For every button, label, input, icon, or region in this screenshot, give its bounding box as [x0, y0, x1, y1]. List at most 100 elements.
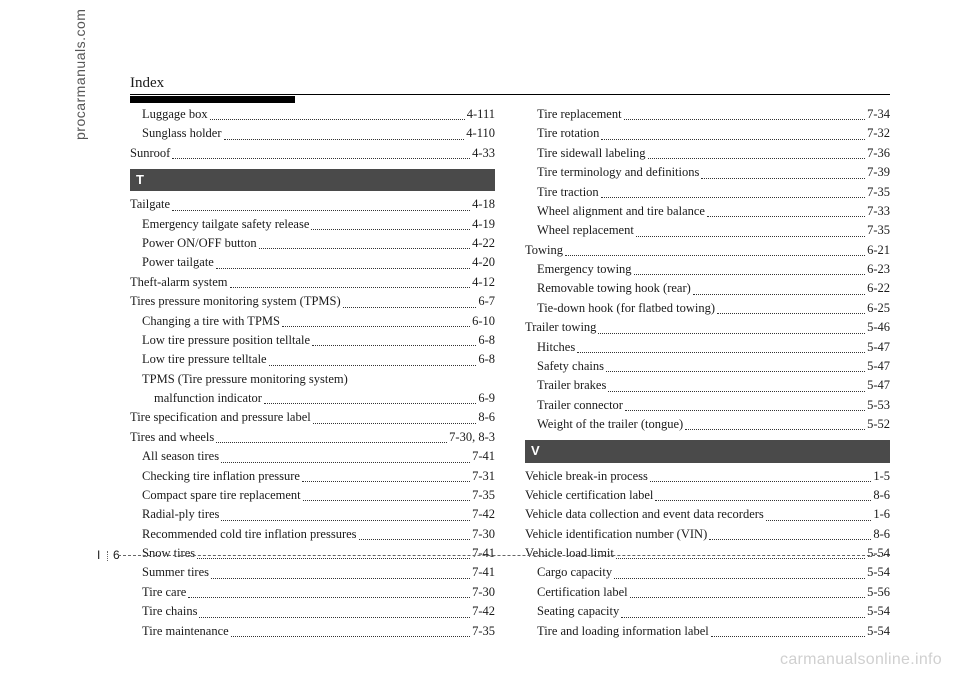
index-entry-page: 7-35: [472, 486, 495, 505]
index-entry-page: 7-36: [867, 144, 890, 163]
leader-dots: [221, 447, 470, 462]
leader-dots: [655, 486, 871, 501]
leader-dots: [601, 124, 865, 139]
leader-dots: [221, 505, 470, 520]
page-number-prefix: I: [97, 548, 101, 562]
index-entry-page: 7-32: [867, 124, 890, 143]
header-title: Index: [130, 75, 890, 92]
index-entry-page: 5-54: [867, 622, 890, 641]
index-entry: Tire rotation7-32: [525, 124, 890, 143]
index-entry-page: 5-54: [867, 563, 890, 582]
leader-dots: [230, 273, 471, 288]
leader-dots: [216, 428, 447, 443]
index-entry: Tire chains7-42: [130, 602, 495, 621]
leader-dots: [709, 525, 871, 540]
index-entry: Checking tire inflation pressure7-31: [130, 467, 495, 486]
index-entry-text: Removable towing hook (rear): [537, 279, 691, 298]
leader-dots: [711, 622, 865, 637]
index-entry-page: 7-41: [472, 563, 495, 582]
index-entry-text: Tire care: [142, 583, 186, 602]
index-entry-text: Summer tires: [142, 563, 209, 582]
leader-dots: [614, 563, 865, 578]
index-entry-text: Cargo capacity: [537, 563, 612, 582]
index-entry: Snow tires7-41: [130, 544, 495, 563]
index-entry-page: 5-47: [867, 338, 890, 357]
index-entry-text: Tire sidewall labeling: [537, 144, 646, 163]
leader-dots: [216, 253, 470, 268]
page-root: procarmanuals.com Index Luggage box4-111…: [0, 0, 960, 679]
index-entry-text: Tire and loading information label: [537, 622, 709, 641]
index-entry-text: Certification label: [537, 583, 628, 602]
leader-dots: [343, 292, 477, 307]
index-entry-text: Sunroof: [130, 144, 170, 163]
index-entry: Power tailgate4-20: [130, 253, 495, 272]
index-entry-text: Radial-ply tires: [142, 505, 219, 524]
index-entry: Wheel replacement7-35: [525, 221, 890, 240]
leader-dots: [188, 583, 470, 598]
index-column-right: Tire replacement7-34Tire rotation7-32Tir…: [525, 105, 890, 641]
index-entry-page: 6-10: [472, 312, 495, 331]
index-entry-text: All season tires: [142, 447, 219, 466]
index-entry-text: TPMS (Tire pressure monitoring system): [142, 370, 348, 389]
index-entry: Vehicle certification label8-6: [525, 486, 890, 505]
index-entry-text: Tires pressure monitoring system (TPMS): [130, 292, 341, 311]
index-entry: Theft-alarm system4-12: [130, 273, 495, 292]
leader-dots: [717, 299, 865, 314]
index-entry-text: malfunction indicator: [154, 389, 262, 408]
index-entry-text: Theft-alarm system: [130, 273, 228, 292]
index-entry-text: Vehicle data collection and event data r…: [525, 505, 764, 524]
index-entry-text: Tire maintenance: [142, 622, 229, 641]
index-entry-text: Tailgate: [130, 195, 170, 214]
index-entry-page: 1-6: [873, 505, 890, 524]
index-entry-text: Sunglass holder: [142, 124, 222, 143]
index-entry: Vehicle data collection and event data r…: [525, 505, 890, 524]
index-entry-text: Tire traction: [537, 183, 599, 202]
index-entry-page: 6-9: [478, 389, 495, 408]
index-entry: Tire traction7-35: [525, 183, 890, 202]
index-entry: Emergency tailgate safety release4-19: [130, 215, 495, 234]
index-entry: Cargo capacity 5-54: [525, 563, 890, 582]
leader-dots: [210, 105, 465, 120]
index-entry-text: Tires and wheels: [130, 428, 214, 447]
leader-dots: [359, 525, 471, 540]
leader-dots: [608, 376, 865, 391]
index-entry: Towing6-21: [525, 241, 890, 260]
index-entry-page: 4-18: [472, 195, 495, 214]
index-entry-text: Emergency tailgate safety release: [142, 215, 309, 234]
index-entry: Trailer brakes5-47: [525, 376, 890, 395]
page-footer: I 6: [97, 548, 120, 562]
leader-dots: [701, 163, 865, 178]
leader-dots: [625, 396, 865, 411]
leader-dots: [211, 563, 470, 578]
leader-dots: [312, 331, 476, 346]
index-entry-page: 5-52: [867, 415, 890, 434]
section-head: T: [130, 169, 495, 191]
index-entry: Certification label 5-56: [525, 583, 890, 602]
index-entry: Vehicle break-in process1-5: [525, 467, 890, 486]
index-entry: Seating capacity5-54: [525, 602, 890, 621]
index-entry-page: 7-41: [472, 447, 495, 466]
index-entry: Emergency towing6-23: [525, 260, 890, 279]
index-entry-page: 6-7: [478, 292, 495, 311]
index-entry: Recommended cold tire inflation pressure…: [130, 525, 495, 544]
index-entry: Tires and wheels7-30, 8-3: [130, 428, 495, 447]
index-entry-page: 1-5: [873, 467, 890, 486]
index-entry: Summer tires 7-41: [130, 563, 495, 582]
leader-dots: [624, 105, 866, 120]
leader-dots: [621, 602, 865, 617]
index-entry-text: Trailer towing: [525, 318, 596, 337]
index-entry-page: 4-20: [472, 253, 495, 272]
index-entry-page: 4-110: [466, 124, 495, 143]
watermark-text: carmanualsonline.info: [780, 651, 942, 669]
header-rule-thick: [130, 96, 295, 103]
index-entry-page: 6-8: [478, 331, 495, 350]
index-entry-page: 5-47: [867, 357, 890, 376]
leader-dots: [636, 221, 865, 236]
index-entry: Changing a tire with TPMS6-10: [130, 312, 495, 331]
leader-dots: [707, 202, 865, 217]
index-entry-page: 6-21: [867, 241, 890, 260]
index-entry: Tire care7-30: [130, 583, 495, 602]
index-entry-page: 5-56: [867, 583, 890, 602]
index-entry-text: Tire terminology and definitions: [537, 163, 699, 182]
index-entry-text: Tire specification and pressure label: [130, 408, 311, 427]
